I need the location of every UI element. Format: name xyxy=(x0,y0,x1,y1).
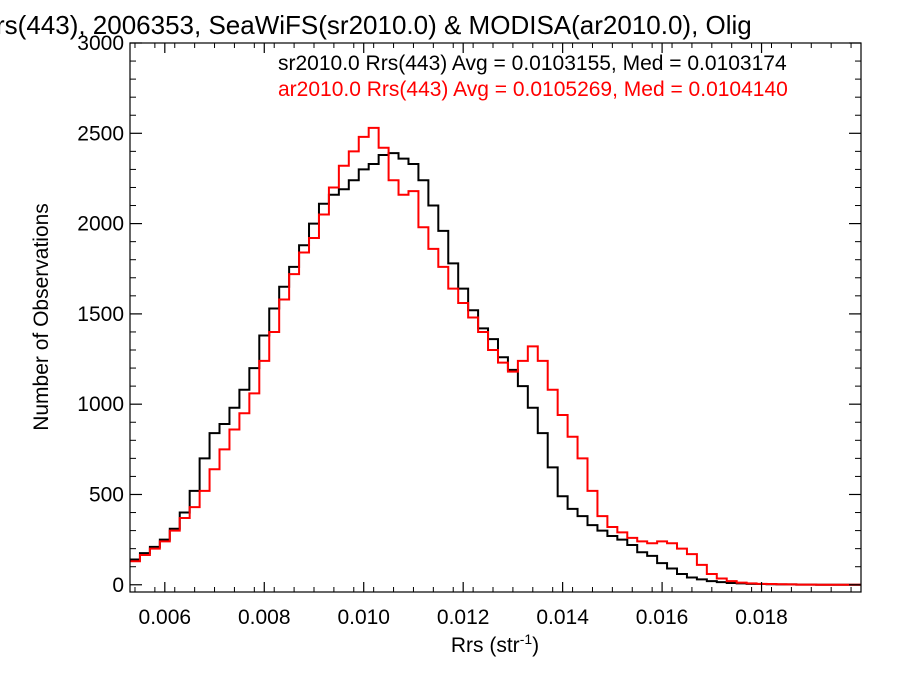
y-tick-label: 0 xyxy=(112,574,124,597)
y-tick-label: 2500 xyxy=(77,122,124,145)
y-tick-label: 500 xyxy=(89,483,124,506)
x-tick-label: 0.006 xyxy=(139,606,192,629)
x-axis-label-close: ) xyxy=(532,634,539,657)
x-axis-label: Rrs (str-1) xyxy=(451,631,539,657)
x-axis-label-superscript: -1 xyxy=(520,631,533,647)
y-tick-label: 3000 xyxy=(77,32,124,55)
x-tick-label: 0.018 xyxy=(735,606,788,629)
x-axis-label-text: Rrs (str xyxy=(451,634,520,657)
y-axis-ticks: 0 500 1000 1500 2000 2500 3000 xyxy=(77,32,861,597)
legend-entry-ar: ar2010.0 Rrs(443) Avg = 0.0105269, Med =… xyxy=(278,78,788,101)
y-tick-label: 1500 xyxy=(77,303,124,326)
series-line-sr xyxy=(130,152,861,586)
x-tick-label: 0.014 xyxy=(536,606,589,629)
plot-series-group xyxy=(130,126,861,586)
y-tick-label: 2000 xyxy=(77,213,124,236)
x-tick-label: 0.012 xyxy=(437,606,490,629)
x-tick-label: 0.016 xyxy=(636,606,689,629)
y-axis-label: Number of Observations xyxy=(30,203,53,431)
x-tick-label: 0.008 xyxy=(238,606,291,629)
plot-frame xyxy=(129,42,862,593)
x-tick-label: 0.010 xyxy=(337,606,390,629)
legend-entry-sr: sr2010.0 Rrs(443) Avg = 0.0103155, Med =… xyxy=(278,52,787,75)
series-line-ar xyxy=(130,126,861,586)
x-axis-ticks: 0.006 0.008 0.010 0.012 0.014 0.016 0.018 xyxy=(134,43,852,629)
y-tick-label: 1000 xyxy=(77,393,124,416)
chart-title: rs(443), 2006353, SeaWiFS(sr2010.0) & MO… xyxy=(0,10,752,40)
